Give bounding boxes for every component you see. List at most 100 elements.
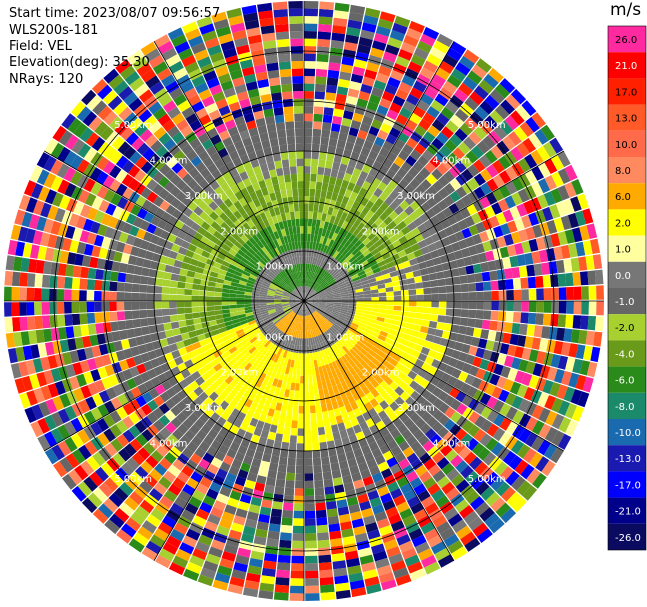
velocity-gate	[533, 263, 543, 276]
velocity-gate	[397, 423, 408, 435]
velocity-gate	[504, 268, 513, 279]
velocity-gate	[71, 289, 80, 301]
velocity-gate	[451, 68, 467, 82]
velocity-gate	[493, 363, 504, 376]
velocity-gate	[403, 172, 414, 184]
velocity-gate	[233, 434, 243, 445]
velocity-gate	[412, 269, 422, 278]
velocity-gate	[398, 81, 413, 94]
velocity-gate	[321, 380, 328, 389]
velocity-gate	[323, 478, 334, 488]
velocity-gate	[200, 357, 210, 367]
velocity-gate	[329, 280, 337, 286]
velocity-gate	[553, 217, 565, 232]
velocity-gate	[134, 420, 147, 434]
velocity-gate	[467, 274, 476, 284]
velocity-gate	[319, 326, 325, 334]
velocity-gate	[338, 282, 346, 288]
velocity-gate	[393, 258, 402, 266]
velocity-gate	[254, 341, 262, 349]
velocity-gate	[529, 452, 543, 468]
velocity-gate	[331, 123, 341, 133]
velocity-gate	[258, 413, 267, 423]
velocity-gate	[391, 340, 400, 349]
velocity-gate	[327, 515, 340, 525]
velocity-gate	[338, 132, 348, 142]
velocity-gate	[285, 381, 292, 390]
velocity-gate	[230, 522, 244, 533]
velocity-gate	[261, 499, 273, 509]
velocity-gate	[594, 269, 604, 285]
velocity-gate	[328, 447, 337, 457]
colorbar-tick-label: 17.0	[615, 87, 637, 98]
velocity-gate	[321, 213, 327, 222]
velocity-gate	[352, 210, 361, 219]
velocity-gate	[431, 359, 441, 369]
velocity-gate	[231, 458, 243, 469]
velocity-gate	[65, 453, 80, 469]
velocity-gate	[461, 420, 474, 433]
velocity-gate	[382, 273, 391, 280]
velocity-gate	[210, 439, 222, 451]
velocity-gate	[413, 80, 427, 93]
velocity-gate	[524, 169, 538, 185]
velocity-gate	[535, 456, 550, 472]
velocity-gate	[342, 345, 350, 354]
velocity-gate	[296, 151, 304, 159]
velocity-gate	[397, 343, 407, 352]
velocity-gate	[460, 484, 475, 499]
velocity-gate	[367, 490, 380, 501]
velocity-gate	[282, 91, 293, 100]
velocity-gate	[473, 159, 486, 173]
velocity-gate	[509, 206, 521, 220]
velocity-gate	[385, 309, 394, 315]
velocity-gate	[319, 316, 326, 324]
velocity-gate	[393, 376, 404, 386]
velocity-gate	[317, 532, 330, 541]
velocity-gate	[172, 555, 189, 569]
velocity-gate	[177, 314, 186, 321]
velocity-gate	[518, 428, 532, 443]
velocity-gate	[97, 432, 110, 447]
velocity-gate	[108, 492, 124, 508]
velocity-gate	[247, 374, 255, 383]
velocity-gate	[290, 173, 298, 182]
velocity-gate	[184, 282, 193, 290]
velocity-gate	[550, 314, 559, 327]
velocity-gate	[306, 248, 310, 257]
velocity-gate	[361, 216, 370, 225]
velocity-gate	[311, 302, 319, 305]
velocity-gate	[351, 346, 360, 354]
velocity-gate	[345, 450, 355, 461]
velocity-gate	[341, 528, 354, 538]
velocity-gate	[521, 347, 532, 361]
velocity-gate	[291, 375, 297, 383]
velocity-gate	[467, 318, 476, 328]
velocity-gate	[455, 391, 467, 403]
velocity-gate	[353, 219, 361, 228]
velocity-gate	[385, 506, 399, 518]
velocity-gate	[164, 410, 176, 422]
velocity-gate	[446, 252, 456, 262]
velocity-gate	[219, 461, 231, 473]
velocity-gate	[258, 397, 267, 406]
velocity-gate	[504, 392, 517, 406]
velocity-gate	[185, 459, 198, 471]
velocity-gate	[339, 406, 347, 415]
velocity-gate	[371, 331, 380, 339]
velocity-gate	[308, 330, 312, 338]
velocity-gate	[413, 508, 428, 522]
velocity-gate	[409, 412, 421, 424]
velocity-gate	[246, 408, 256, 418]
velocity-gate	[451, 546, 468, 561]
velocity-gate	[444, 315, 454, 324]
velocity-gate	[304, 286, 306, 294]
velocity-gate	[423, 294, 432, 301]
velocity-gate	[307, 256, 311, 264]
velocity-gate	[347, 182, 356, 192]
velocity-gate	[475, 58, 492, 73]
velocity-gate	[483, 452, 497, 466]
velocity-gate	[129, 471, 144, 485]
velocity-gate	[276, 38, 290, 48]
velocity-gate	[313, 312, 320, 319]
